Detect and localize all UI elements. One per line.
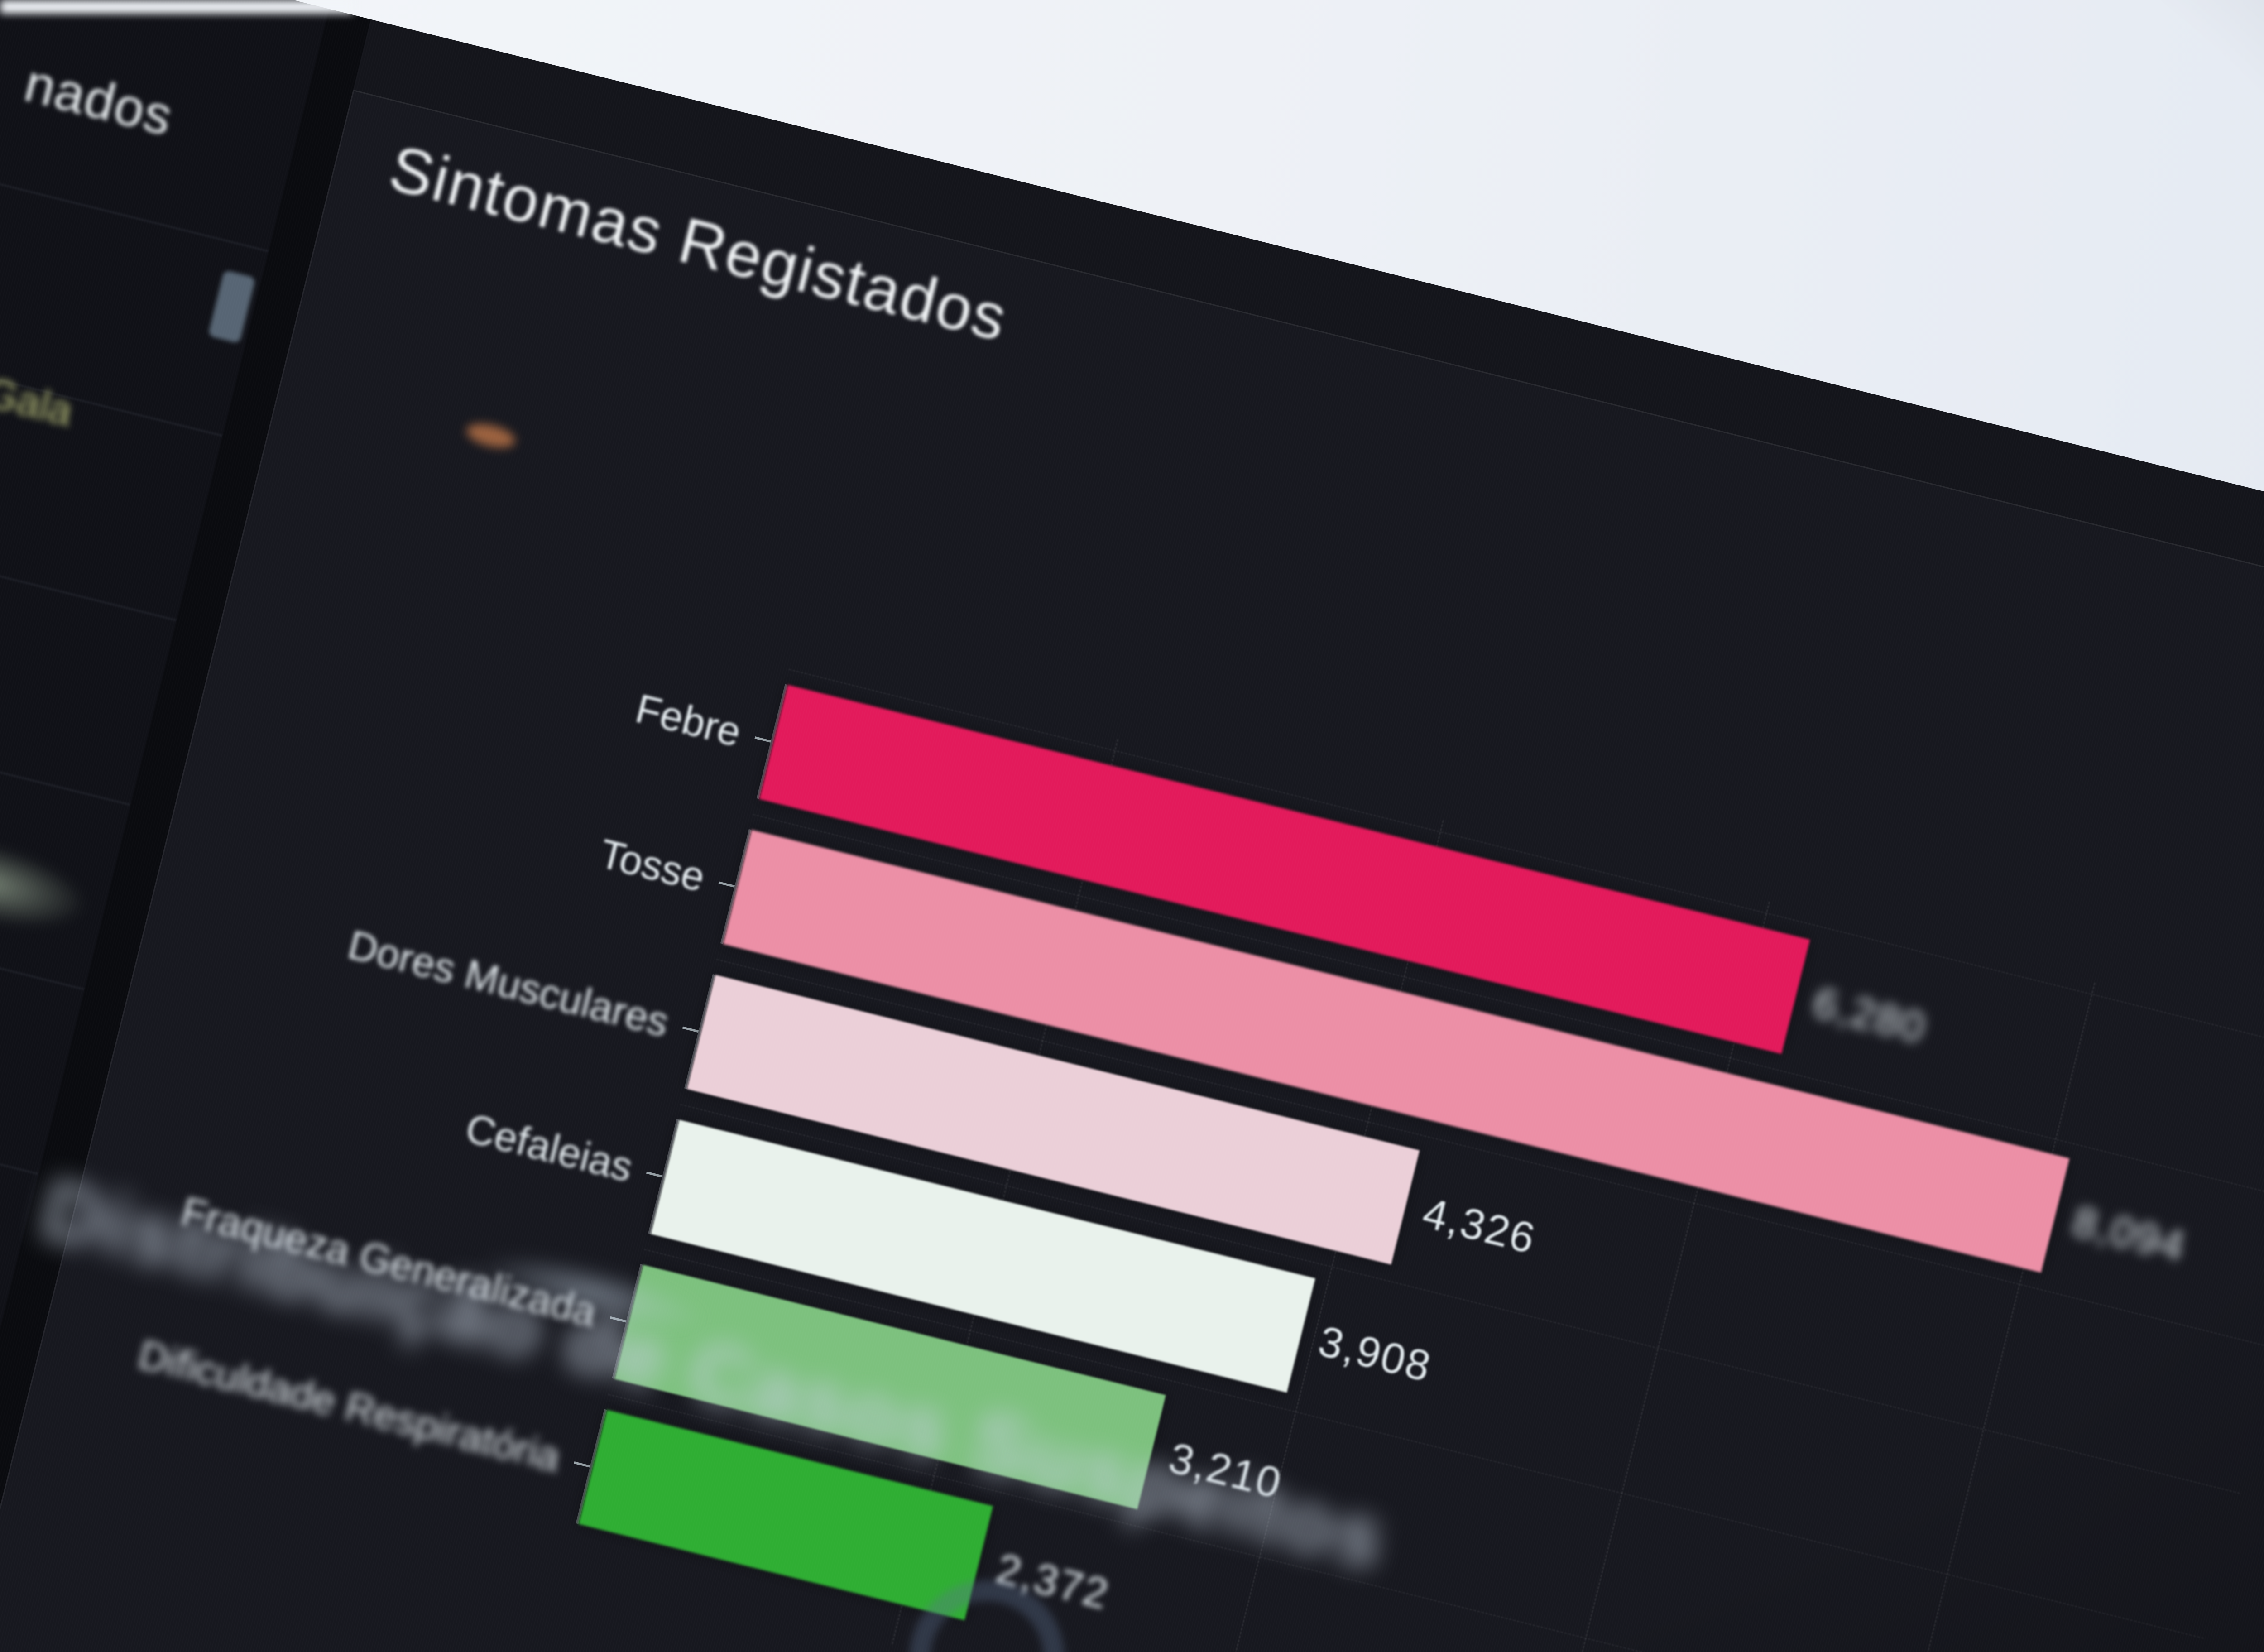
bar-chart: Febre 6,280 Tosse 8,094 Dores Musculares 4,32… [0, 91, 2264, 1652]
value-label: 8,094 [2068, 1196, 2191, 1271]
axis-tick [574, 1461, 590, 1468]
panel-divider [0, 676, 131, 806]
axis-tick [682, 1026, 699, 1032]
axis-tick [718, 881, 735, 888]
glare-streak [0, 0, 353, 14]
value-label: 3,908 [1314, 1316, 1437, 1391]
axis-tick [754, 736, 771, 743]
panel-divider [0, 491, 177, 621]
value-label: 6,280 [1808, 978, 1931, 1052]
panel-divider [0, 122, 269, 252]
symptoms-card: Sintomas Registados Febre 6,280 Tosse 8,094… [0, 89, 2264, 1652]
axis-tick [646, 1171, 663, 1177]
value-label: 4,326 [1418, 1188, 1541, 1263]
bar-rows: Febre 6,280 Tosse 8,094 Dores Musculares 4,32… [134, 91, 2264, 1621]
panel-divider [0, 1045, 39, 1175]
